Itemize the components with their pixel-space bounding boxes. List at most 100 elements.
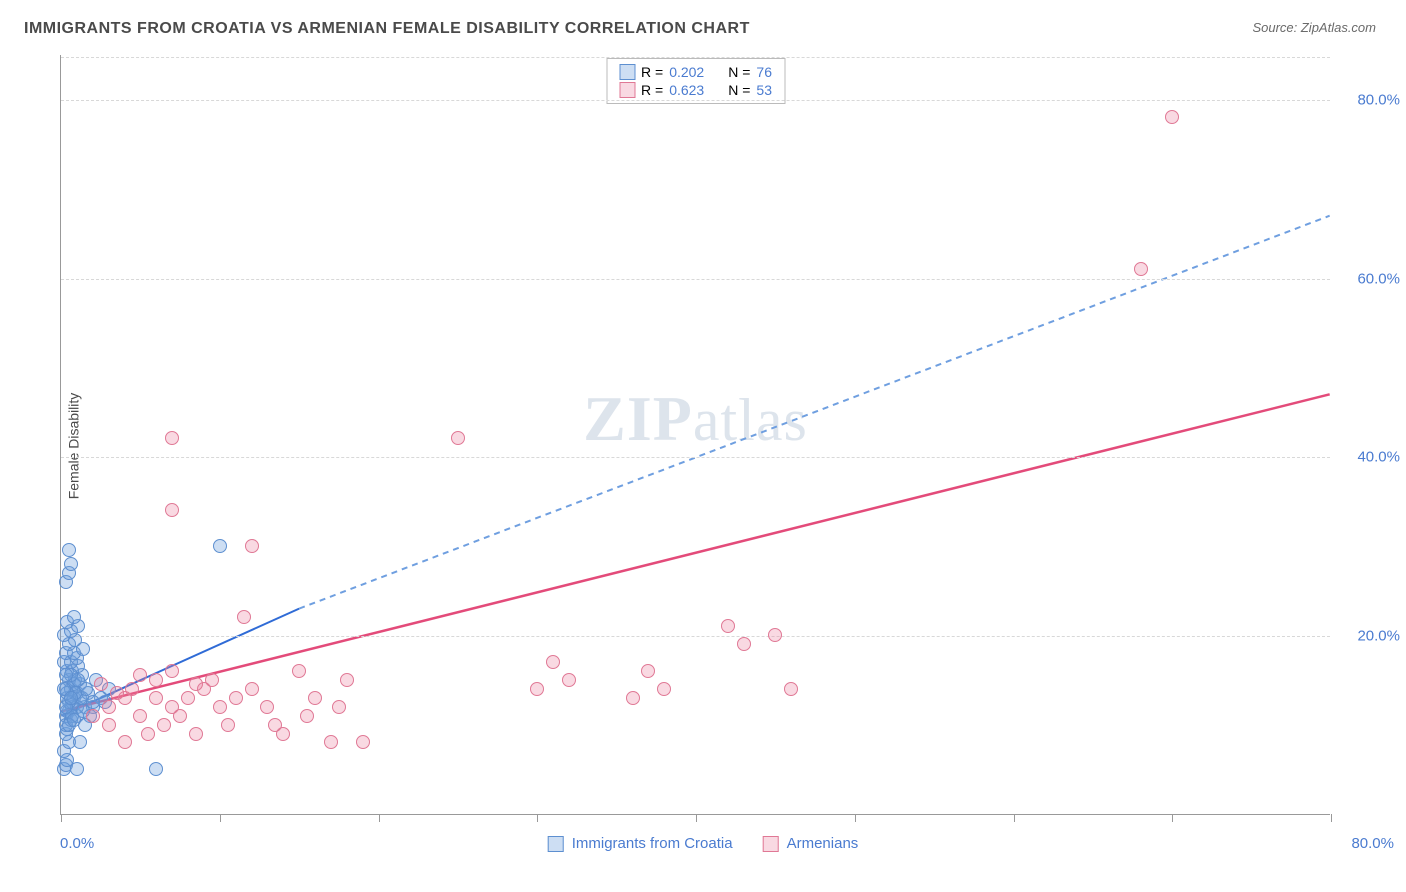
x-axis-start-label: 0.0%	[60, 835, 94, 852]
point-series2	[546, 655, 560, 669]
point-series1	[70, 762, 84, 776]
x-tick	[379, 814, 380, 822]
point-series2	[245, 682, 259, 696]
y-tick-label: 80.0%	[1357, 91, 1400, 108]
r-value-series2: 0.623	[669, 82, 704, 98]
point-series2	[268, 718, 282, 732]
source-prefix: Source:	[1252, 20, 1300, 35]
watermark-bold: ZIP	[583, 383, 693, 454]
n-value-series2: 53	[756, 82, 772, 98]
r-value-series1: 0.202	[669, 64, 704, 80]
point-series1	[59, 668, 73, 682]
legend-bottom-item-series2: Armenians	[763, 835, 859, 852]
point-series2	[189, 727, 203, 741]
legend-label-series2: Armenians	[787, 835, 859, 852]
point-series2	[641, 664, 655, 678]
point-series2	[102, 718, 116, 732]
point-series2	[657, 682, 671, 696]
point-series2	[86, 709, 100, 723]
x-tick	[1014, 814, 1015, 822]
n-prefix: N =	[728, 82, 750, 98]
point-series2	[102, 700, 116, 714]
point-series2	[1134, 262, 1148, 276]
point-series2	[332, 700, 346, 714]
r-prefix: R =	[641, 64, 663, 80]
point-series2	[205, 673, 219, 687]
point-series2	[157, 718, 171, 732]
y-tick-label: 60.0%	[1357, 270, 1400, 287]
gridline-h	[61, 279, 1330, 280]
gridline-h	[61, 636, 1330, 637]
gridline-h	[61, 100, 1330, 101]
point-series2	[165, 664, 179, 678]
legend-row-series2: R = 0.623 N = 53	[619, 81, 772, 99]
point-series2	[768, 628, 782, 642]
point-series2	[213, 700, 227, 714]
legend-correlation-box: R = 0.202 N = 76 R = 0.623 N = 53	[606, 58, 785, 104]
point-series2	[165, 431, 179, 445]
point-series2	[237, 610, 251, 624]
x-axis-end-label: 80.0%	[1351, 835, 1394, 852]
point-series2	[141, 727, 155, 741]
x-tick	[537, 814, 538, 822]
point-series2	[110, 686, 124, 700]
point-series2	[221, 718, 235, 732]
chart-title: IMMIGRANTS FROM CROATIA VS ARMENIAN FEMA…	[24, 20, 750, 38]
point-series2	[292, 664, 306, 678]
x-tick	[220, 814, 221, 822]
point-series2	[118, 735, 132, 749]
point-series1	[73, 735, 87, 749]
point-series1	[62, 543, 76, 557]
point-series2	[721, 619, 735, 633]
legend-bottom-item-series1: Immigrants from Croatia	[548, 835, 733, 852]
point-series1	[213, 539, 227, 553]
point-series2	[451, 431, 465, 445]
legend-row-series1: R = 0.202 N = 76	[619, 63, 772, 81]
watermark: ZIPatlas	[583, 382, 808, 456]
point-series2	[181, 691, 195, 705]
point-series2	[562, 673, 576, 687]
y-tick-label: 20.0%	[1357, 628, 1400, 645]
x-tick	[61, 814, 62, 822]
plot-area: ZIPatlas R = 0.202 N = 76 R = 0.623 N = …	[60, 55, 1330, 815]
point-series2	[245, 539, 259, 553]
point-series2	[308, 691, 322, 705]
point-series2	[229, 691, 243, 705]
point-series1	[64, 557, 78, 571]
r-prefix: R =	[641, 82, 663, 98]
gridline-h	[61, 457, 1330, 458]
legend-swatch-series1	[548, 836, 564, 852]
point-series2	[165, 503, 179, 517]
n-value-series1: 76	[756, 64, 772, 80]
point-series2	[133, 709, 147, 723]
gridline-h	[61, 57, 1330, 58]
point-series2	[125, 682, 139, 696]
point-series2	[784, 682, 798, 696]
point-series2	[300, 709, 314, 723]
point-series2	[626, 691, 640, 705]
x-tick	[696, 814, 697, 822]
point-series2	[324, 735, 338, 749]
point-series2	[133, 668, 147, 682]
point-series2	[530, 682, 544, 696]
point-series2	[173, 709, 187, 723]
legend-bottom: Immigrants from Croatia Armenians	[548, 835, 859, 852]
n-prefix: N =	[728, 64, 750, 80]
point-series2	[149, 673, 163, 687]
watermark-rest: atlas	[693, 387, 808, 453]
source-name: ZipAtlas.com	[1301, 20, 1376, 35]
point-series2	[189, 677, 203, 691]
point-series2	[340, 673, 354, 687]
legend-swatch-series2	[619, 82, 635, 98]
legend-swatch-series2	[763, 836, 779, 852]
point-series2	[260, 700, 274, 714]
x-tick	[855, 814, 856, 822]
legend-swatch-series1	[619, 64, 635, 80]
point-series2	[737, 637, 751, 651]
source-attribution: Source: ZipAtlas.com	[1252, 20, 1376, 35]
point-series2	[356, 735, 370, 749]
x-tick	[1172, 814, 1173, 822]
point-series1	[67, 610, 81, 624]
point-series1	[149, 762, 163, 776]
trend-lines-svg	[61, 55, 1330, 814]
